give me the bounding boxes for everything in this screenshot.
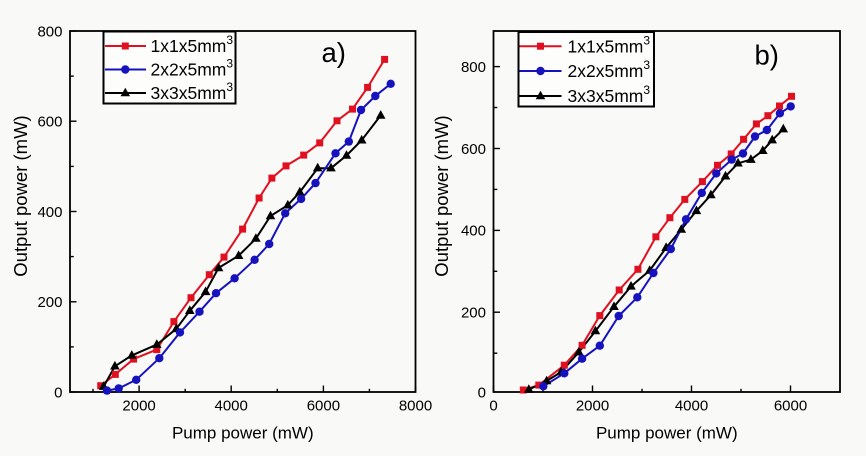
svg-text:200: 200 [37, 294, 62, 311]
svg-text:2000: 2000 [576, 398, 609, 415]
svg-text:Output power (mW): Output power (mW) [431, 115, 452, 276]
svg-text:400: 400 [461, 223, 486, 240]
svg-text:800: 800 [461, 59, 486, 76]
svg-text:3x3x5mm3: 3x3x5mm3 [568, 83, 651, 106]
svg-text:Pump power (mW): Pump power (mW) [596, 424, 738, 443]
svg-text:b): b) [755, 40, 779, 71]
svg-text:Output power (mW): Output power (mW) [10, 115, 31, 276]
svg-text:2000: 2000 [122, 398, 155, 415]
svg-text:4000: 4000 [675, 398, 708, 415]
svg-text:Pump power (mW): Pump power (mW) [172, 424, 314, 443]
svg-text:6000: 6000 [774, 398, 807, 415]
svg-text:a): a) [322, 37, 346, 68]
svg-text:200: 200 [461, 305, 486, 322]
svg-text:0: 0 [478, 384, 486, 401]
svg-text:400: 400 [37, 204, 62, 221]
svg-text:600: 600 [461, 141, 486, 158]
svg-text:8000: 8000 [399, 398, 432, 415]
svg-text:3x3x5mm3: 3x3x5mm3 [151, 80, 234, 103]
svg-text:800: 800 [37, 23, 62, 40]
svg-text:600: 600 [37, 114, 62, 131]
svg-text:6000: 6000 [307, 398, 340, 415]
svg-text:4000: 4000 [215, 398, 248, 415]
svg-text:1x1x5mm3: 1x1x5mm3 [151, 33, 234, 56]
svg-text:0: 0 [54, 384, 62, 401]
svg-text:2x2x5mm3: 2x2x5mm3 [151, 57, 234, 80]
svg-text:1x1x5mm3: 1x1x5mm3 [568, 33, 651, 56]
svg-text:2x2x5mm3: 2x2x5mm3 [568, 58, 651, 81]
svg-text:0: 0 [489, 398, 497, 415]
